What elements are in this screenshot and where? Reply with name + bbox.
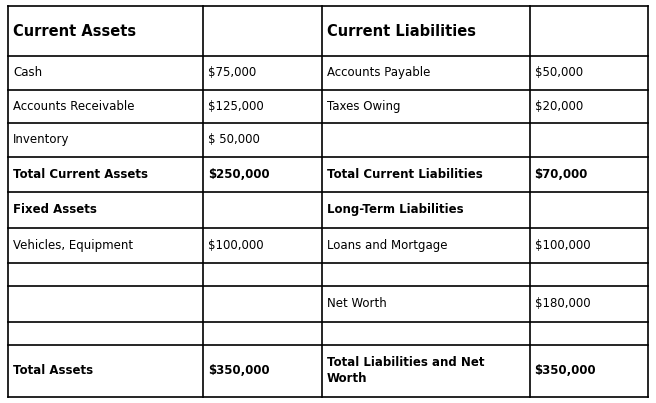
Text: Long-Term Liabilities: Long-Term Liabilities xyxy=(327,204,463,216)
Text: Loans and Mortgage: Loans and Mortgage xyxy=(327,239,447,252)
Text: Total Assets: Total Assets xyxy=(13,364,93,377)
Text: Fixed Assets: Fixed Assets xyxy=(13,204,97,216)
Text: Current Liabilities: Current Liabilities xyxy=(327,24,476,39)
Text: $350,000: $350,000 xyxy=(208,364,270,377)
Text: Vehicles, Equipment: Vehicles, Equipment xyxy=(13,239,133,252)
Text: $70,000: $70,000 xyxy=(535,168,588,181)
Text: Accounts Payable: Accounts Payable xyxy=(327,66,430,79)
Text: $75,000: $75,000 xyxy=(208,66,256,79)
Text: $50,000: $50,000 xyxy=(535,66,583,79)
Text: Net Worth: Net Worth xyxy=(327,297,386,310)
Text: $180,000: $180,000 xyxy=(535,297,590,310)
Text: Cash: Cash xyxy=(13,66,42,79)
Text: $100,000: $100,000 xyxy=(535,239,590,252)
Text: $125,000: $125,000 xyxy=(208,100,264,113)
Text: $250,000: $250,000 xyxy=(208,168,270,181)
Text: Current Assets: Current Assets xyxy=(13,24,136,39)
Text: $ 50,000: $ 50,000 xyxy=(208,133,260,146)
Text: Inventory: Inventory xyxy=(13,133,70,146)
Text: Total Current Assets: Total Current Assets xyxy=(13,168,148,181)
Text: Total Current Liabilities: Total Current Liabilities xyxy=(327,168,482,181)
Text: $100,000: $100,000 xyxy=(208,239,264,252)
Text: Accounts Receivable: Accounts Receivable xyxy=(13,100,134,113)
Text: Taxes Owing: Taxes Owing xyxy=(327,100,400,113)
Text: $350,000: $350,000 xyxy=(535,364,596,377)
Text: Total Liabilities and Net
Worth: Total Liabilities and Net Worth xyxy=(327,356,484,385)
Text: $20,000: $20,000 xyxy=(535,100,583,113)
